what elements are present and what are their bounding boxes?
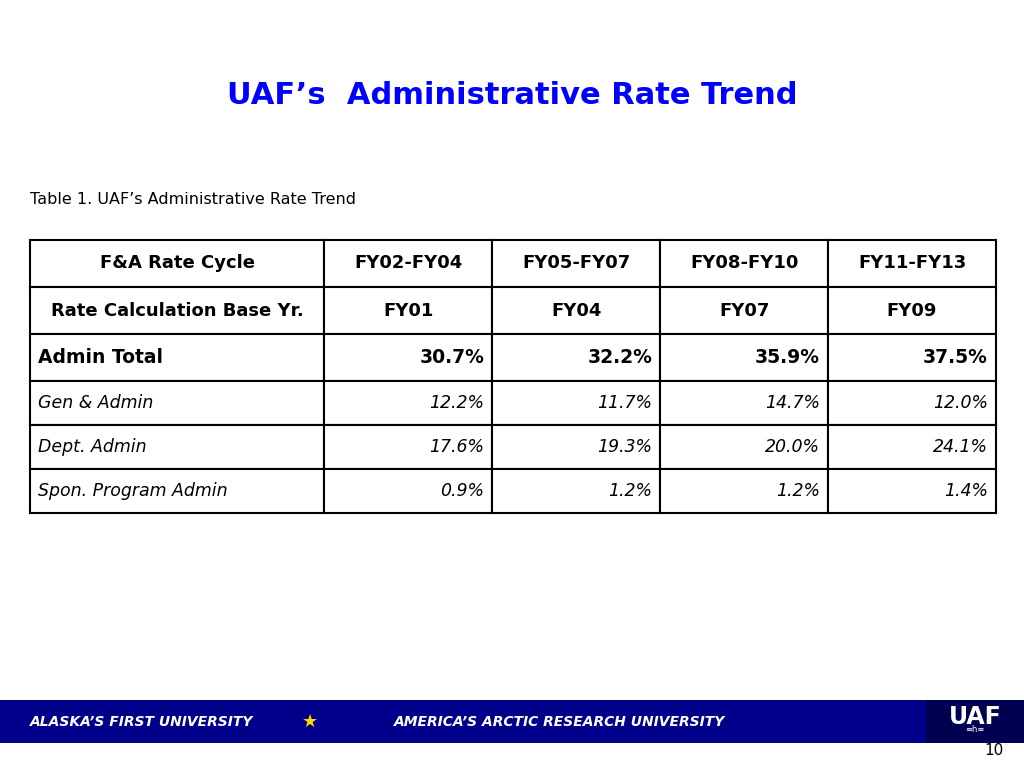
Text: Dept. Admin: Dept. Admin: [38, 438, 146, 456]
Text: Table 1. UAF’s Administrative Rate Trend: Table 1. UAF’s Administrative Rate Trend: [30, 193, 356, 207]
Text: ALASKA’S FIRST UNIVERSITY: ALASKA’S FIRST UNIVERSITY: [30, 714, 253, 729]
Text: Gen & Admin: Gen & Admin: [38, 394, 154, 412]
Text: 11.7%: 11.7%: [597, 394, 652, 412]
Bar: [493, 381, 660, 425]
Text: F&A Rate Cycle: F&A Rate Cycle: [99, 254, 255, 273]
Bar: [30, 469, 325, 513]
Bar: [660, 287, 828, 334]
Bar: [493, 240, 660, 287]
Bar: [828, 469, 996, 513]
Text: FY01: FY01: [383, 302, 433, 319]
Bar: [30, 381, 325, 425]
Text: ≡h≡: ≡h≡: [966, 725, 985, 734]
Bar: [493, 425, 660, 469]
Text: FY02-FY04: FY02-FY04: [354, 254, 463, 273]
Text: ★: ★: [302, 713, 318, 730]
Bar: [325, 334, 493, 381]
Text: Admin Total: Admin Total: [38, 348, 163, 367]
Bar: [30, 240, 325, 287]
Text: 0.9%: 0.9%: [440, 482, 484, 500]
Bar: [828, 240, 996, 287]
Bar: [926, 700, 1024, 743]
Bar: [30, 287, 325, 334]
Text: 17.6%: 17.6%: [429, 438, 484, 456]
Bar: [325, 240, 493, 287]
Text: FY05-FY07: FY05-FY07: [522, 254, 631, 273]
Text: 19.3%: 19.3%: [597, 438, 652, 456]
Text: 12.2%: 12.2%: [429, 394, 484, 412]
Bar: [325, 469, 493, 513]
Bar: [30, 334, 325, 381]
Bar: [30, 425, 325, 469]
Text: 20.0%: 20.0%: [765, 438, 820, 456]
Text: UAF: UAF: [948, 706, 1001, 730]
Text: 32.2%: 32.2%: [588, 348, 652, 367]
Bar: [828, 334, 996, 381]
Bar: [660, 425, 828, 469]
Bar: [660, 469, 828, 513]
Text: 14.7%: 14.7%: [765, 394, 820, 412]
Text: AMERICA’S ARCTIC RESEARCH UNIVERSITY: AMERICA’S ARCTIC RESEARCH UNIVERSITY: [394, 714, 726, 729]
Text: UAF’s  Administrative Rate Trend: UAF’s Administrative Rate Trend: [226, 81, 798, 110]
Text: FY11-FY13: FY11-FY13: [858, 254, 966, 273]
Bar: [660, 381, 828, 425]
Bar: [493, 469, 660, 513]
Bar: [325, 287, 493, 334]
Bar: [828, 425, 996, 469]
Text: 1.2%: 1.2%: [776, 482, 820, 500]
Text: 1.4%: 1.4%: [944, 482, 988, 500]
Text: Rate Calculation Base Yr.: Rate Calculation Base Yr.: [51, 302, 303, 319]
Bar: [325, 381, 493, 425]
Text: 35.9%: 35.9%: [755, 348, 820, 367]
Text: 30.7%: 30.7%: [420, 348, 484, 367]
Bar: [828, 381, 996, 425]
Text: 12.0%: 12.0%: [933, 394, 988, 412]
Text: 24.1%: 24.1%: [933, 438, 988, 456]
Bar: [660, 240, 828, 287]
Text: 37.5%: 37.5%: [923, 348, 988, 367]
Bar: [660, 334, 828, 381]
Bar: [493, 334, 660, 381]
Bar: [325, 425, 493, 469]
Text: FY09: FY09: [887, 302, 937, 319]
Bar: [0, 700, 926, 743]
Text: 1.2%: 1.2%: [608, 482, 652, 500]
Text: FY08-FY10: FY08-FY10: [690, 254, 799, 273]
Text: FY07: FY07: [719, 302, 769, 319]
Bar: [493, 287, 660, 334]
Text: Spon. Program Admin: Spon. Program Admin: [38, 482, 227, 500]
Text: FY04: FY04: [551, 302, 601, 319]
Text: 10: 10: [985, 743, 1004, 758]
Bar: [828, 287, 996, 334]
